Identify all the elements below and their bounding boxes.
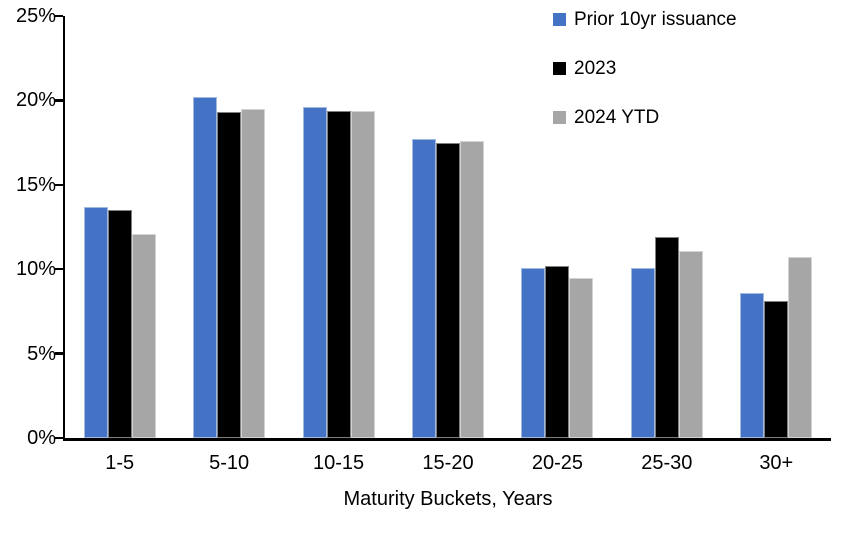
bar xyxy=(436,142,460,438)
y-tick-label: 15% xyxy=(15,173,56,196)
legend-swatch-icon xyxy=(553,111,566,124)
x-tick-label: 1-5 xyxy=(105,452,135,474)
x-tick-label: 10-15 xyxy=(312,452,365,474)
bar xyxy=(412,139,436,438)
y-axis-tick xyxy=(55,267,63,271)
y-axis-tick xyxy=(55,436,63,440)
x-axis-title: Maturity Buckets, Years xyxy=(343,488,553,510)
x-tick-label: 5-10 xyxy=(209,452,250,474)
bar xyxy=(788,257,813,438)
bar xyxy=(350,110,375,438)
y-axis-tick xyxy=(55,352,63,355)
legend-label: 2024 YTD xyxy=(574,106,660,128)
y-axis-line xyxy=(62,16,65,441)
y-tick-label: 5% xyxy=(27,342,56,365)
y-tick-label: 20% xyxy=(15,89,56,112)
legend-label: Prior 10yr issuance xyxy=(574,8,737,30)
legend-item: 2023 xyxy=(553,57,737,80)
y-axis-tick xyxy=(55,99,63,102)
y-tick-label: 25% xyxy=(15,5,56,27)
bar xyxy=(83,206,108,438)
legend-swatch-icon xyxy=(553,62,566,75)
y-axis-tick xyxy=(55,14,63,18)
legend-item: Prior 10yr issuance xyxy=(553,8,737,31)
bar xyxy=(569,277,594,438)
bar xyxy=(302,107,327,438)
bar xyxy=(107,210,132,438)
legend-swatch-icon xyxy=(553,13,566,26)
legend-label: 2023 xyxy=(574,57,617,79)
bar xyxy=(678,250,703,438)
y-tick-label: 10% xyxy=(15,258,56,281)
x-axis-line xyxy=(62,438,831,441)
bar xyxy=(764,301,789,438)
x-tick-label: 30+ xyxy=(759,452,794,474)
legend-item: 2024 YTD xyxy=(553,106,737,129)
bar xyxy=(217,112,242,438)
bar xyxy=(545,265,570,438)
bar xyxy=(326,110,351,438)
x-tick-label: 15-20 xyxy=(422,452,474,474)
y-tick-label: 0% xyxy=(27,427,56,449)
bar xyxy=(630,267,655,438)
bar xyxy=(740,292,765,438)
bar xyxy=(193,97,218,438)
bar xyxy=(131,233,156,438)
x-tick-label: 25-30 xyxy=(641,452,693,474)
x-tick-label: 20-25 xyxy=(531,452,583,474)
bar xyxy=(521,267,546,438)
bar xyxy=(654,237,679,438)
bar xyxy=(460,140,484,438)
bar xyxy=(241,108,266,438)
legend: Prior 10yr issuance 2023 2024 YTD xyxy=(553,8,737,155)
y-axis-tick xyxy=(55,183,63,187)
